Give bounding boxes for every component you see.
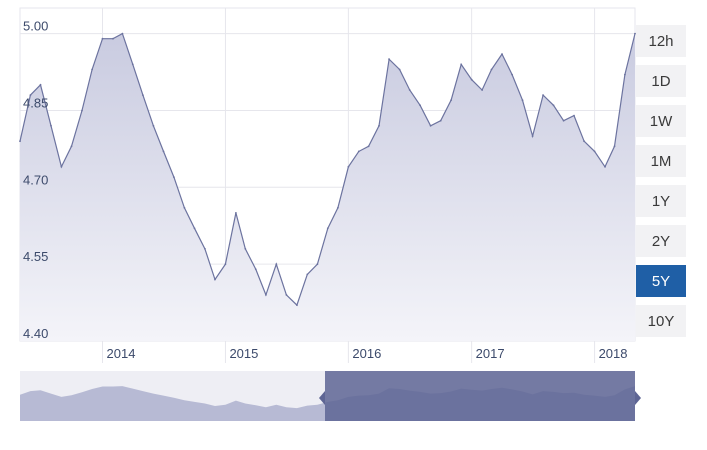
navigator-selection[interactable]	[325, 371, 635, 421]
data-point	[131, 63, 134, 66]
data-point	[367, 145, 370, 148]
data-point	[254, 268, 257, 271]
data-point	[460, 63, 463, 66]
data-point	[91, 68, 93, 71]
data-point	[162, 150, 165, 153]
data-point	[142, 94, 144, 96]
x-axis-labels: 2014 2015 2016 2017 2018	[107, 346, 628, 361]
data-point	[81, 109, 83, 112]
data-point	[347, 165, 350, 168]
data-point	[378, 124, 380, 127]
range-button-5y[interactable]: 5Y	[636, 265, 686, 298]
data-point	[50, 124, 52, 127]
data-points	[19, 32, 636, 306]
data-point	[604, 165, 606, 168]
data-point	[624, 73, 626, 76]
data-point	[29, 94, 32, 96]
data-point	[39, 83, 42, 86]
data-point	[244, 247, 247, 250]
y-axis-labels: 4.40 4.55 4.70 4.85 5.00	[23, 19, 48, 341]
data-point	[398, 68, 401, 71]
data-point	[552, 104, 555, 107]
data-point	[481, 89, 483, 91]
data-point	[70, 145, 73, 148]
data-point	[193, 227, 196, 230]
data-point	[419, 104, 421, 107]
range-button-10y[interactable]: 10Y	[636, 305, 686, 338]
data-point	[112, 37, 114, 40]
data-point	[583, 140, 585, 143]
range-button-1d[interactable]: 1D	[636, 65, 686, 98]
data-point	[316, 263, 319, 266]
data-point	[521, 99, 524, 102]
data-point	[296, 304, 298, 306]
x-tick-label: 2015	[229, 346, 258, 361]
data-point	[204, 247, 206, 250]
data-point	[388, 58, 390, 61]
data-point	[531, 135, 534, 138]
data-point	[275, 263, 278, 266]
data-point	[439, 119, 442, 122]
data-point	[152, 124, 155, 127]
x-tick-label: 2017	[476, 346, 505, 361]
data-point	[542, 94, 544, 96]
y-tick-label: 4.85	[23, 95, 48, 110]
data-point	[183, 206, 186, 209]
x-tick-label: 2018	[599, 346, 628, 361]
data-point	[173, 176, 175, 179]
data-point	[101, 37, 104, 40]
data-point	[214, 278, 216, 281]
data-point	[613, 145, 616, 148]
data-point	[265, 294, 267, 296]
data-point	[19, 140, 21, 143]
data-point	[501, 53, 503, 55]
data-point	[562, 119, 565, 122]
data-point	[60, 165, 63, 168]
data-point	[326, 227, 329, 230]
price-area	[20, 33, 635, 341]
data-point	[235, 212, 237, 214]
data-point	[337, 206, 339, 209]
data-point	[224, 263, 227, 266]
data-point	[429, 124, 432, 127]
range-button-2y[interactable]: 2Y	[636, 225, 686, 258]
data-point	[593, 150, 596, 153]
x-tick-label: 2014	[107, 346, 136, 361]
data-point	[470, 78, 473, 81]
data-point	[450, 99, 452, 102]
range-button-1m[interactable]: 1M	[636, 145, 686, 178]
navigator[interactable]	[20, 371, 641, 421]
range-button-1w[interactable]: 1W	[636, 105, 686, 138]
navigator-right-handle[interactable]	[635, 391, 641, 405]
data-point	[490, 68, 493, 71]
x-tick-label: 2016	[352, 346, 381, 361]
navigator-left-handle[interactable]	[319, 391, 325, 405]
data-point	[573, 114, 575, 117]
data-point	[285, 294, 288, 296]
data-point	[357, 150, 360, 153]
data-point	[121, 32, 124, 35]
data-point	[408, 89, 411, 91]
y-tick-label: 4.70	[23, 172, 48, 187]
y-tick-label: 4.40	[23, 326, 48, 341]
data-point	[306, 273, 309, 276]
range-button-12h[interactable]: 12h	[636, 25, 686, 58]
y-tick-label: 5.00	[23, 19, 48, 34]
y-tick-label: 4.55	[23, 249, 48, 264]
data-point	[634, 32, 636, 35]
data-point	[511, 73, 513, 76]
range-button-1y[interactable]: 1Y	[636, 185, 686, 218]
